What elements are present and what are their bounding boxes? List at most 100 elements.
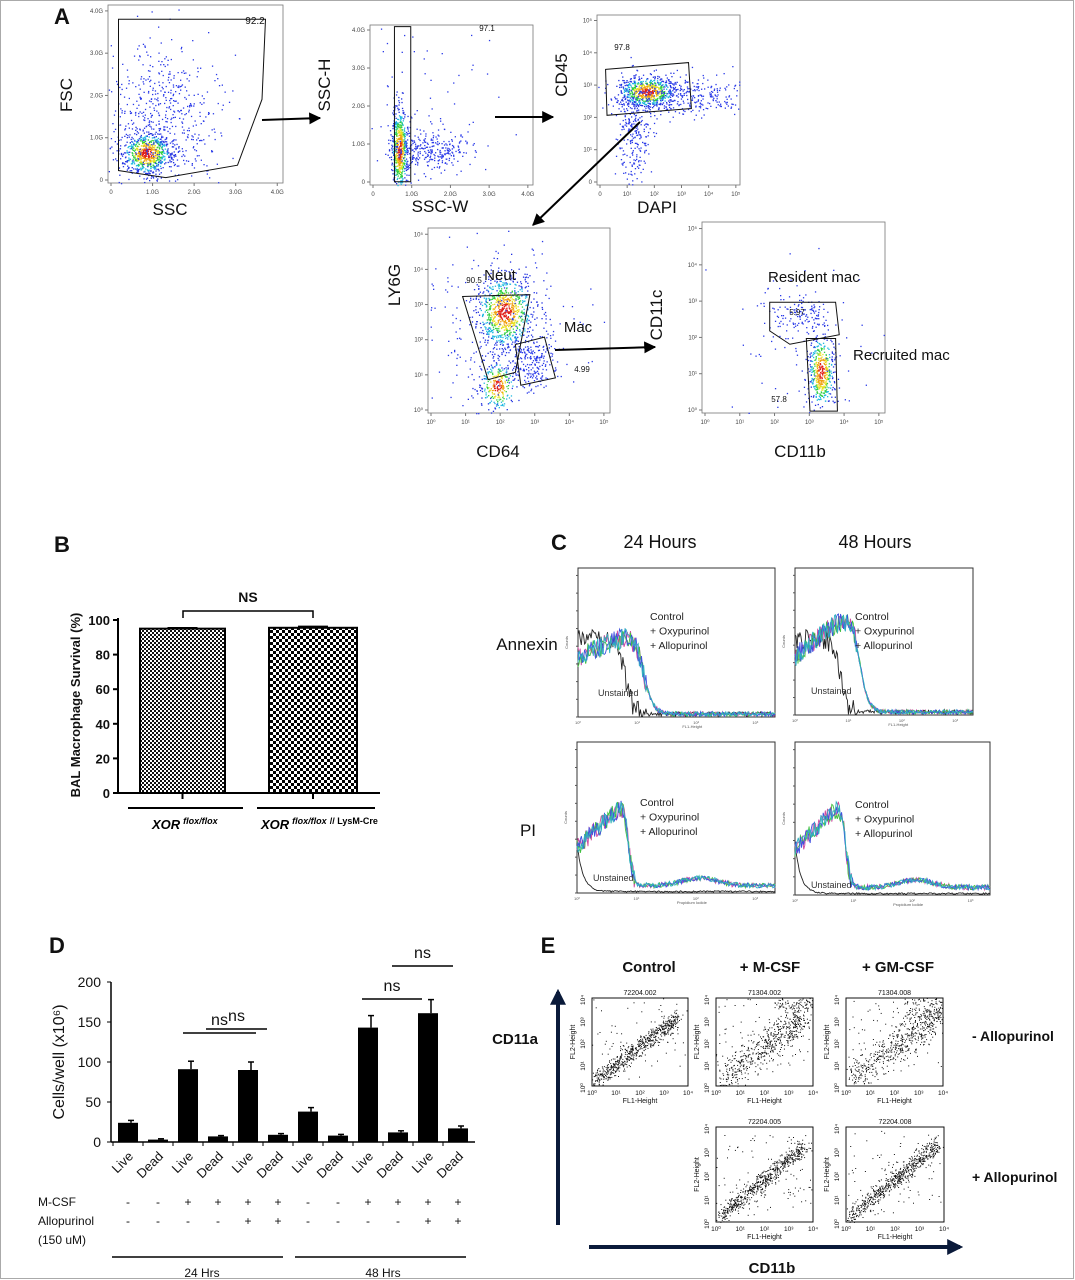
event-dot <box>188 109 190 111</box>
event-dot <box>117 83 119 86</box>
event-dot <box>395 105 397 107</box>
event-dot <box>168 73 170 75</box>
event-dot <box>165 114 167 116</box>
event-dot <box>394 141 397 143</box>
event-dot <box>132 138 134 140</box>
event-dot <box>624 115 626 117</box>
event-dot <box>121 88 123 91</box>
event-dot <box>414 135 416 137</box>
event-dot <box>471 69 473 71</box>
event-dot <box>638 132 640 134</box>
event-dot <box>653 96 655 98</box>
event-dot <box>621 106 623 108</box>
event-dot <box>649 81 651 83</box>
event-dot <box>508 311 510 313</box>
event-dot <box>536 361 538 363</box>
event-dot <box>492 297 494 299</box>
event-dot <box>514 315 516 318</box>
event-dot <box>498 96 500 98</box>
event-dot <box>518 358 520 360</box>
event-dot <box>639 92 641 94</box>
event-dot <box>166 137 168 139</box>
event-dot <box>626 109 629 112</box>
y-tick-label: 2.0G <box>90 93 103 99</box>
event-dot <box>417 164 419 166</box>
event-dot <box>154 93 157 95</box>
event-dot <box>654 81 656 84</box>
event-dot <box>148 76 151 78</box>
event-dot <box>533 392 535 394</box>
event-dot <box>185 139 187 141</box>
event-dot <box>397 128 399 130</box>
event-dot <box>524 315 526 318</box>
event-dot <box>164 163 166 165</box>
event-dot <box>656 118 658 120</box>
event-dot <box>147 170 150 172</box>
event-dot <box>512 321 514 324</box>
event-dot <box>709 102 711 105</box>
event-dot <box>625 121 627 124</box>
event-dot <box>645 100 648 102</box>
event-dot <box>515 306 517 308</box>
event-dot <box>512 375 514 378</box>
event-dot <box>488 39 491 42</box>
event-dot <box>680 98 683 100</box>
event-dot <box>630 124 633 126</box>
event-dot <box>476 321 478 323</box>
event-dot <box>212 113 215 115</box>
event-dot <box>680 87 682 89</box>
event-dot <box>157 165 159 167</box>
event-dot <box>660 93 662 95</box>
event-dot <box>640 84 642 87</box>
event-dot <box>158 103 160 105</box>
event-dot <box>637 95 640 97</box>
event-dot <box>503 373 505 375</box>
event-dot <box>395 131 397 134</box>
event-dot <box>145 151 147 153</box>
event-dot <box>506 385 508 388</box>
event-dot <box>508 360 510 362</box>
event-dot <box>546 337 548 339</box>
event-dot <box>652 103 654 105</box>
event-dot <box>717 104 719 106</box>
event-dot <box>402 165 405 167</box>
event-dot <box>537 346 539 348</box>
event-dot <box>158 81 160 83</box>
event-dot <box>508 346 510 348</box>
event-dot <box>634 142 637 144</box>
event-dot <box>647 102 649 104</box>
event-dot <box>499 339 502 341</box>
event-dot <box>633 101 636 103</box>
event-dot <box>686 94 688 97</box>
event-dot <box>703 114 705 116</box>
event-dot <box>518 311 520 313</box>
event-dot <box>689 104 691 106</box>
event-dot <box>680 93 682 95</box>
event-dot <box>523 311 525 314</box>
event-dot <box>153 142 155 144</box>
event-dot <box>485 344 487 346</box>
event-dot <box>639 95 641 97</box>
event-dot <box>175 147 177 150</box>
event-dot <box>623 128 625 130</box>
event-dot <box>488 319 490 321</box>
event-dot <box>697 79 700 81</box>
event-dot <box>165 162 167 164</box>
event-dot <box>403 140 405 143</box>
event-dot <box>405 144 407 146</box>
event-dot <box>405 165 407 167</box>
event-dot <box>406 148 408 151</box>
event-dot <box>545 294 547 296</box>
event-dot <box>170 92 172 94</box>
event-dot <box>504 315 506 318</box>
event-dot <box>527 290 529 292</box>
event-dot <box>659 98 661 100</box>
event-dot <box>409 153 411 155</box>
event-dot <box>170 118 172 121</box>
event-dot <box>203 102 205 104</box>
event-dot <box>648 90 650 92</box>
event-dot <box>150 116 152 118</box>
event-dot <box>465 360 467 362</box>
event-dot <box>175 100 177 102</box>
event-dot <box>177 151 179 153</box>
